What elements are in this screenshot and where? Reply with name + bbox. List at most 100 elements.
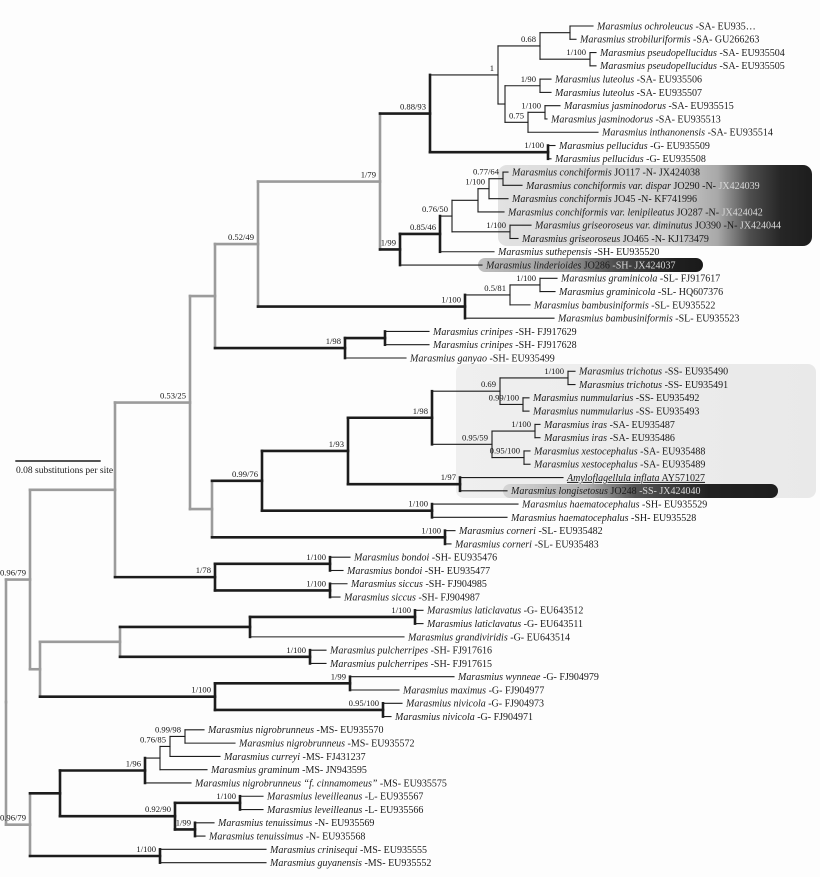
taxon-label: Marasmius tenuissimus -N- EU935569: [217, 818, 374, 829]
taxon-label: Marasmius ganyao -SH- EU935499: [409, 353, 555, 364]
taxon-label: Marasmius xestocephalus -SA- EU935488: [533, 446, 705, 457]
taxon-label: Marasmius pseudopellucidus -SA- EU935505: [599, 61, 785, 72]
taxon-label: Marasmius nivicola -G- FJ904971: [394, 712, 533, 723]
support-value: 1/99: [176, 817, 191, 827]
taxon-label: Marasmius conchiformis JO45 -N- KF741996: [511, 194, 697, 205]
taxon-label: Marasmius tenuissimus -N- EU935568: [208, 831, 365, 842]
taxon-label: Marasmius leveilleanus -L- EU935567: [266, 792, 423, 803]
taxon-label: Marasmius laticlavatus -G- EU643512: [426, 606, 583, 617]
support-value: 1/98: [413, 406, 428, 416]
support-value: 1/97: [441, 472, 457, 482]
taxon-label: Marasmius crinipes -SH- FJ917628: [432, 340, 577, 351]
taxon-label: Marasmius leveilleanus -L- EU935566: [266, 805, 423, 816]
taxon-label: Marasmius graminicola -SL- HQ607376: [558, 287, 723, 298]
support-value: 1/100: [136, 844, 156, 854]
support-value: 0.96/79: [0, 568, 26, 578]
taxon-label: Marasmius pellucidus -G- EU935509: [558, 141, 710, 152]
support-value: 1/100: [306, 552, 326, 562]
taxon-label: Marasmius iras -SA- EU935486: [543, 433, 675, 444]
scale-bar-label: 0.08 substitutions per site: [16, 466, 114, 476]
taxon-label: Marasmius conchiformis var. dispar JO290…: [525, 181, 760, 192]
support-value: 1/100: [391, 605, 411, 615]
taxon-label: Marasmius siccus -SH- FJ904987: [343, 592, 480, 603]
support-value: 0.76/50: [422, 204, 448, 214]
taxon-label: Marasmius conchiformis var. lenipileatus…: [507, 207, 763, 218]
taxon-label: Marasmius jasminodorus -SA- EU935513: [550, 114, 721, 125]
support-value: 1/100: [486, 220, 506, 230]
taxon-label: Marasmius strobiluriformis -SA- GU266263: [579, 35, 759, 46]
support-value: 1/100: [441, 295, 461, 305]
support-value: 0.5/81: [484, 283, 506, 293]
support-value: 0.95/100: [490, 446, 520, 456]
taxon-label: Marasmius nummularius -SS- EU935492: [532, 393, 699, 404]
highlight-box: [503, 484, 778, 498]
taxon-label: Marasmius crinipes -SH- FJ917629: [432, 327, 577, 338]
support-value: 0.69: [481, 379, 496, 389]
taxon-label: Marasmius bambusiniformis -SL- EU935522: [533, 300, 715, 311]
support-value: 0.77/64: [473, 167, 500, 177]
taxon-label: Marasmius crinisequi -MS- EU935555: [269, 845, 427, 856]
taxon-label: Marasmius bambusiniformis -SL- EU935523: [557, 314, 739, 325]
support-value: 1/100: [286, 645, 306, 655]
support-value: 1/99: [381, 237, 396, 247]
taxon-label: Marasmius jasminodorus -SA- EU935515: [563, 101, 734, 112]
support-value: 0.68: [521, 34, 536, 44]
taxon-label: Marasmius corneri -SL- EU935483: [454, 539, 599, 550]
taxon-label: Marasmius wynneae -G- FJ904979: [457, 672, 599, 683]
support-value: 0.96/79: [0, 813, 26, 823]
taxon-label: Marasmius pulcherripes -SH- FJ917616: [329, 646, 492, 657]
taxon-label: Marasmius haematocephalus -SH- EU935529: [521, 499, 707, 510]
support-value: 1/100: [511, 419, 531, 429]
support-value: 1/100: [524, 140, 544, 150]
support-value: 0.99/76: [232, 469, 259, 479]
support-value: 1/100: [421, 525, 441, 535]
support-value: 0.95/100: [349, 698, 379, 708]
support-value: 1/100: [408, 499, 428, 509]
support-value: 1: [490, 63, 494, 73]
taxon-label: Marasmius curreyi -MS- FJ431237: [223, 752, 366, 763]
taxon-label: Marasmius siccus -SH- FJ904985: [350, 579, 487, 590]
taxon-label: Marasmius laticlavatus -G- EU643511: [426, 619, 583, 630]
support-value: 0.88/93: [400, 102, 426, 112]
taxon-label: Marasmius haematocephalus -SH- EU935528: [510, 513, 696, 524]
support-value: 1/100: [544, 366, 564, 376]
support-value: 0.75: [509, 110, 524, 120]
taxon-label: Marasmius iras -SA- EU935487: [543, 420, 675, 431]
support-value: 1/98: [326, 336, 341, 346]
support-value: 1/90: [521, 74, 536, 84]
support-value: 0.99/100: [489, 392, 519, 402]
taxon-label: Marasmius luteolus -SA- EU935507: [554, 88, 702, 99]
support-value: 1/100: [306, 578, 326, 588]
taxon-label: Marasmius graminicola -SL- FJ917617: [560, 274, 720, 285]
taxon-label: Marasmius griseoroseus var. diminutus JO…: [534, 221, 781, 232]
taxon-label: Marasmius graminum -MS- JN943595: [210, 765, 367, 776]
highlight-box: [478, 258, 703, 272]
taxon-label: Marasmius corneri -SL- EU935482: [458, 526, 603, 537]
taxon-label: Marasmius linderioides JO286 -SH- JX4240…: [485, 260, 675, 271]
taxon-label: Amyloflagellula inflata AY571027: [566, 473, 705, 484]
highlight-box: [456, 364, 816, 498]
taxon-label: Marasmius maximus -G- FJ904977: [402, 685, 544, 696]
support-value: 1/100: [566, 47, 586, 57]
taxon-label: Marasmius longisetosus JO248 -SS- JX4240…: [510, 486, 700, 497]
taxon-label: Marasmius bondoi -SH- EU935476: [353, 553, 497, 564]
taxon-label: Marasmius nigrobrunneus “f. cinnamomeus”…: [194, 778, 447, 789]
taxon-label: Marasmius nummularius -SS- EU935493: [532, 407, 699, 418]
support-value: 1/100: [516, 273, 536, 283]
support-value: 1/93: [329, 439, 344, 449]
taxon-label: Marasmius guyanensis -MS- EU935552: [269, 858, 431, 869]
taxon-label: Marasmius nivicola -G- FJ904973: [405, 699, 544, 710]
support-value: 1/100: [191, 685, 211, 695]
taxon-label: Marasmius bondoi -SH- EU935477: [346, 566, 490, 577]
support-value: 0.99/98: [155, 724, 181, 734]
taxon-label: Marasmius trichotus -SS- EU935491: [578, 380, 728, 391]
taxon-label: Marasmius suthepensis -SH- EU935520: [497, 247, 659, 258]
support-value: 1/99: [331, 671, 346, 681]
support-value: 1/79: [361, 170, 376, 180]
taxon-label: Marasmius conchiformis JO117 -N- JX42403…: [511, 167, 700, 178]
taxon-label: Marasmius nigrobrunneus -MS- EU935570: [207, 725, 383, 736]
support-value: 0.76/85: [140, 734, 166, 744]
taxon-label: Marasmius inthanonensis -SA- EU935514: [601, 128, 773, 139]
